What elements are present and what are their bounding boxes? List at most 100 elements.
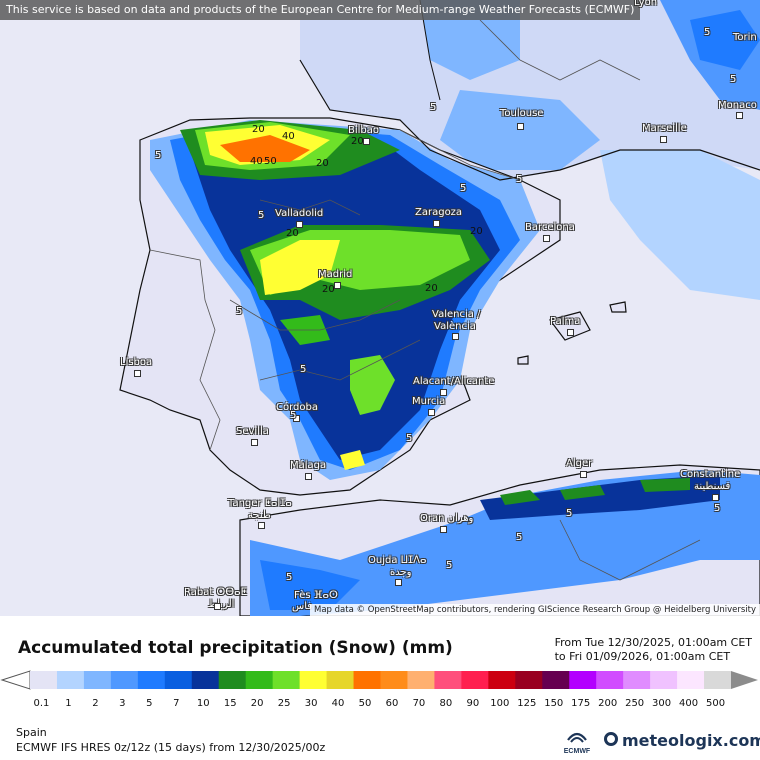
legend-swatch — [137, 671, 166, 689]
city-label: وجدة — [390, 567, 412, 578]
city-label: Valencia / — [432, 309, 481, 320]
city-marker — [580, 471, 587, 478]
contour-label: 5 — [730, 74, 737, 85]
legend-value-label: 7 — [173, 698, 180, 709]
city-marker — [433, 220, 440, 227]
ecmwf-notice: This service is based on data and produc… — [0, 0, 641, 20]
contour-label: 50 — [264, 156, 277, 167]
contour-label: 20 — [252, 124, 265, 135]
contour-label: 5 — [516, 532, 523, 543]
city-label: Oran وهران — [420, 513, 474, 524]
ecmwf-logo-text: ECMWF — [564, 748, 591, 755]
legend-value-label: 150 — [544, 698, 564, 709]
legend-swatch — [704, 671, 732, 689]
legend-swatch — [245, 671, 274, 689]
legend-value-label: 2 — [92, 698, 99, 709]
contour-label: 5 — [286, 572, 293, 583]
model-info: ECMWF IFS HRES 0z/12z (15 days) from 12/… — [16, 741, 326, 754]
atlas-15mm — [500, 478, 690, 505]
city-label: Toulouse — [500, 108, 544, 119]
legend-swatch — [461, 671, 489, 689]
contour-label: 5 — [300, 364, 307, 375]
french-atlantic-coast — [419, 0, 441, 101]
legend-value-label: 175 — [571, 698, 591, 709]
south-25mm — [350, 355, 395, 415]
legend-value-label: 10 — [196, 698, 210, 709]
legend-value-label: 125 — [517, 698, 537, 709]
date-range-from: From Tue 12/30/2025, 01:00am CET — [554, 636, 752, 649]
map-attribution: Map data © OpenStreetMap contributors, r… — [310, 604, 760, 616]
city-marker — [440, 526, 447, 533]
legend-value-label: 40 — [331, 698, 345, 709]
legend-value-label: 3 — [119, 698, 126, 709]
city-label: Lisboa — [120, 357, 153, 368]
precipitation-map[interactable]: This service is based on data and produc… — [0, 0, 760, 616]
city-label: Zaragoza — [415, 207, 463, 218]
legend-swatch — [299, 671, 328, 689]
city-label: Sevilla — [236, 426, 269, 437]
contour-label: 20 — [351, 136, 364, 147]
legend-value-label: 80 — [439, 698, 453, 709]
city-label: Torin — [733, 32, 757, 43]
legend-swatch — [272, 671, 301, 689]
rif-snow — [260, 560, 360, 610]
contour-label: 5 — [460, 183, 467, 194]
city-label: Valladolid — [275, 208, 324, 219]
region-label: Spain — [16, 726, 47, 739]
legend-swatch — [326, 671, 355, 689]
meteologix-link[interactable]: meteologix.com — [622, 731, 760, 750]
contour-label: 5 — [236, 306, 243, 317]
city-label: Rabat ⵔⴱⴰⵟ — [184, 587, 247, 598]
city-label: Tanger ⵟⴰⵏⵊⴰ — [228, 498, 292, 509]
city-label: Murcia — [412, 396, 446, 407]
city-label: Alacant/Alicante — [413, 376, 495, 387]
france-coast — [299, 59, 760, 181]
legend-value-label: 90 — [466, 698, 480, 709]
central-30mm — [260, 240, 340, 295]
city-label: فاس — [292, 601, 313, 612]
date-range: From Tue 12/30/2025, 01:00am CET to Fri … — [555, 636, 752, 664]
legend-swatch — [218, 671, 247, 689]
city-label: Oujda ⵡⵊⴷⴰ — [368, 555, 427, 566]
legend-swatch — [596, 671, 624, 689]
legend-swatch — [110, 671, 139, 689]
legend-arrow-right — [731, 671, 758, 689]
city-label: Monaco — [718, 100, 757, 111]
legend-swatch — [191, 671, 220, 689]
legend-value-label: 0.1 — [33, 698, 50, 709]
borders — [149, 19, 701, 581]
legend-value-label: 30 — [304, 698, 318, 709]
city-marker — [428, 409, 435, 416]
legend-value-label: 25 — [277, 698, 291, 709]
city-marker — [251, 439, 258, 446]
city-label: Fès ⴼⴰⵙ — [294, 590, 338, 601]
city-marker — [334, 282, 341, 289]
contour-label: 5 — [290, 410, 297, 421]
city-marker — [712, 494, 719, 501]
ibiza — [517, 355, 529, 365]
ecmwf-logo: ECMWF — [564, 732, 591, 755]
city-label: Córdoba — [276, 402, 318, 413]
legend-value-label: 20 — [250, 698, 264, 709]
city-label: Bilbao — [348, 125, 380, 136]
alps-core — [690, 10, 760, 70]
legend-swatch — [542, 671, 570, 689]
legend-value-label: 500 — [705, 698, 726, 709]
legend-value-label: 100 — [490, 698, 510, 709]
legend-value-label: 5 — [146, 698, 153, 709]
contour-label: 5 — [258, 210, 265, 221]
city-marker — [452, 333, 459, 340]
legend-value-label: 400 — [679, 698, 699, 709]
date-range-to: to Fri 01/09/2026, 01:00am CET — [554, 650, 731, 663]
contour-label: 5 — [406, 433, 413, 444]
city-label: València — [434, 321, 476, 332]
city-marker — [660, 136, 667, 143]
massif-central-area — [420, 0, 520, 80]
contour-label: 5 — [714, 503, 721, 514]
legend-swatch — [569, 671, 597, 689]
legend-value-label: 1 — [65, 698, 72, 709]
legend-value-label: 200 — [598, 698, 618, 709]
legend-swatch — [488, 671, 516, 689]
city-label: طنجة — [248, 510, 271, 521]
legend-swatch — [650, 671, 678, 689]
